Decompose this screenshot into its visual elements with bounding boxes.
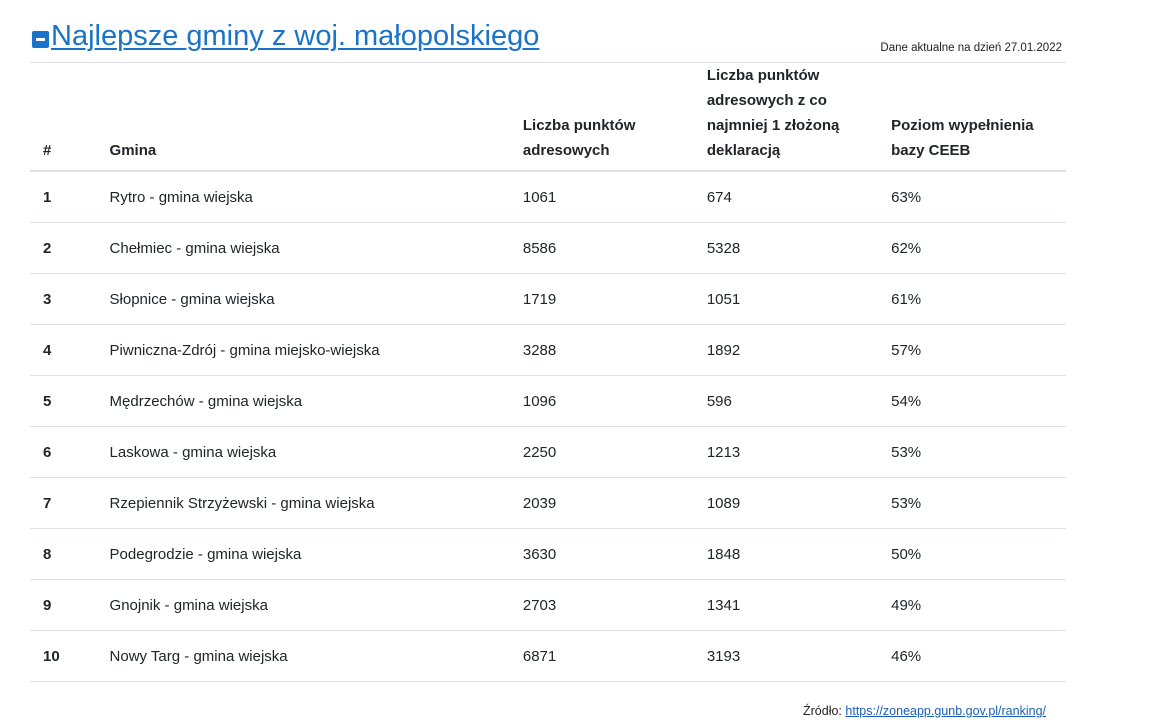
deklaracje-cell: 1892	[706, 324, 892, 376]
deklaracje-cell: 1341	[706, 579, 892, 631]
rank-cell: 7	[30, 477, 110, 529]
poziom-cell: 49%	[891, 579, 1066, 631]
page-header: Najlepsze gminy z woj. małopolskiego Dan…	[30, 18, 1066, 63]
punkty-cell: 2039	[522, 477, 707, 529]
gmina-cell: Chełmiec - gmina wiejska	[109, 222, 523, 274]
column-header-deklaracje-text: Liczba punktów adresowych z co najmniej …	[706, 67, 840, 159]
punkty-cell: 3288	[522, 324, 707, 376]
column-header-poziom-text: Poziom wypełnienia bazy CEEB	[891, 117, 1034, 159]
table-row: 8 Podegrodzie - gmina wiejska 3630 1848 …	[30, 528, 1066, 580]
rank-cell: 5	[30, 375, 110, 427]
gmina-cell: Gnojnik - gmina wiejska	[109, 579, 523, 631]
gmina-cell: Nowy Targ - gmina wiejska	[109, 630, 523, 682]
column-header-punkty: Liczba punktów adresowych	[522, 63, 707, 172]
poziom-cell: 61%	[891, 273, 1066, 325]
source-note: Źródło: https://zoneapp.gunb.gov.pl/rank…	[803, 704, 1046, 718]
table-row: 9 Gnojnik - gmina wiejska 2703 1341 49%	[30, 579, 1066, 631]
poziom-cell: 53%	[891, 426, 1066, 478]
page-title[interactable]: Najlepsze gminy z woj. małopolskiego	[51, 20, 540, 52]
deklaracje-cell: 674	[706, 171, 892, 223]
rank-cell: 3	[30, 273, 110, 325]
gmina-cell: Laskowa - gmina wiejska	[109, 426, 523, 478]
deklaracje-cell: 3193	[706, 630, 892, 682]
poziom-cell: 57%	[891, 324, 1066, 376]
data-date-note: Dane aktualne na dzień 27.01.2022	[880, 42, 1062, 54]
table-row: 10 Nowy Targ - gmina wiejska 6871 3193 4…	[30, 630, 1066, 682]
punkty-cell: 1719	[522, 273, 707, 325]
rank-cell: 10	[30, 630, 110, 682]
poziom-cell: 62%	[891, 222, 1066, 274]
poziom-cell: 54%	[891, 375, 1066, 427]
column-header-rank: #	[30, 63, 110, 172]
gmina-cell: Rytro - gmina wiejska	[109, 171, 523, 223]
table-row: 4 Piwniczna-Zdrój - gmina miejsko-wiejsk…	[30, 324, 1066, 376]
gmina-cell: Słopnice - gmina wiejska	[109, 273, 523, 325]
source-link[interactable]: https://zoneapp.gunb.gov.pl/ranking/	[845, 704, 1046, 718]
punkty-cell: 1096	[522, 375, 707, 427]
column-header-deklaracje: Liczba punktów adresowych z co najmniej …	[706, 63, 892, 172]
table-row: 3 Słopnice - gmina wiejska 1719 1051 61%	[30, 273, 1066, 325]
table-row: 2 Chełmiec - gmina wiejska 8586 5328 62%	[30, 222, 1066, 274]
rank-cell: 2	[30, 222, 110, 274]
ranking-table: # Gmina Liczba punktów adresowych Liczba…	[30, 63, 1066, 682]
rank-cell: 9	[30, 579, 110, 631]
deklaracje-cell: 1848	[706, 528, 892, 580]
poziom-cell: 50%	[891, 528, 1066, 580]
poziom-cell: 53%	[891, 477, 1066, 529]
table-row: 1 Rytro - gmina wiejska 1061 674 63%	[30, 171, 1066, 223]
table-row: 5 Mędrzechów - gmina wiejska 1096 596 54…	[30, 375, 1066, 427]
rank-cell: 6	[30, 426, 110, 478]
deklaracje-cell: 5328	[706, 222, 892, 274]
rank-cell: 4	[30, 324, 110, 376]
table-row: 7 Rzepiennik Strzyżewski - gmina wiejska…	[30, 477, 1066, 529]
collapse-icon[interactable]	[32, 31, 49, 48]
table-row: 6 Laskowa - gmina wiejska 2250 1213 53%	[30, 426, 1066, 478]
punkty-cell: 2703	[522, 579, 707, 631]
punkty-cell: 6871	[522, 630, 707, 682]
punkty-cell: 3630	[522, 528, 707, 580]
gmina-cell: Rzepiennik Strzyżewski - gmina wiejska	[109, 477, 523, 529]
deklaracje-cell: 596	[706, 375, 892, 427]
column-header-punkty-text: Liczba punktów adresowych	[522, 117, 636, 159]
source-label: Źródło:	[803, 704, 842, 718]
column-header-gmina: Gmina	[109, 63, 523, 172]
poziom-cell: 63%	[891, 171, 1066, 223]
gmina-cell: Mędrzechów - gmina wiejska	[109, 375, 523, 427]
punkty-cell: 8586	[522, 222, 707, 274]
gmina-cell: Podegrodzie - gmina wiejska	[109, 528, 523, 580]
punkty-cell: 2250	[522, 426, 707, 478]
gmina-cell: Piwniczna-Zdrój - gmina miejsko-wiejska	[109, 324, 523, 376]
poziom-cell: 46%	[891, 630, 1066, 682]
deklaracje-cell: 1213	[706, 426, 892, 478]
table-header-row: # Gmina Liczba punktów adresowych Liczba…	[30, 63, 1066, 172]
column-header-poziom: Poziom wypełnienia bazy CEEB	[891, 63, 1066, 172]
deklaracje-cell: 1051	[706, 273, 892, 325]
rank-cell: 8	[30, 528, 110, 580]
deklaracje-cell: 1089	[706, 477, 892, 529]
punkty-cell: 1061	[522, 171, 707, 223]
rank-cell: 1	[30, 171, 110, 223]
